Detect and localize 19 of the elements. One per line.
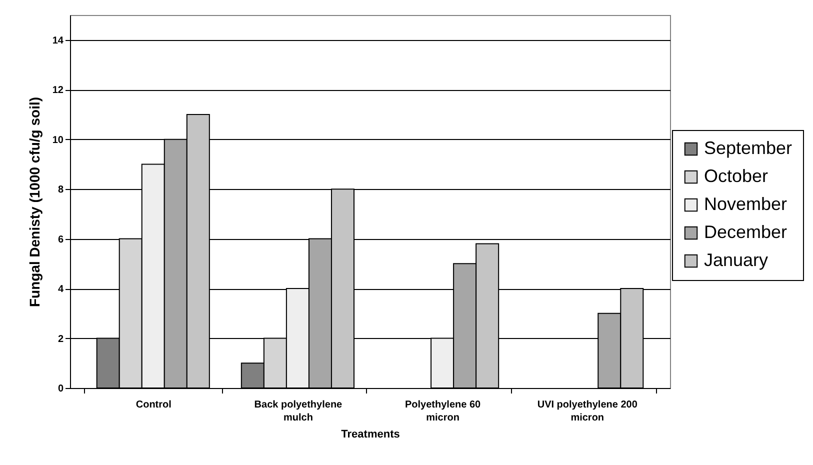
y-tick-label: 8 bbox=[58, 184, 64, 196]
y-tick-label: 10 bbox=[52, 134, 64, 146]
legend-label: January bbox=[704, 250, 768, 270]
x-tick-label: UVI polyethylene 200 micron bbox=[537, 400, 638, 424]
x-tick-label: Back polyethylene mulch bbox=[254, 400, 343, 424]
legend-label: September bbox=[704, 138, 792, 158]
x-axis-title: Treatments bbox=[341, 428, 400, 440]
y-axis-title: Fungal Denisty (1000 cfu/g soil) bbox=[26, 96, 42, 308]
y-tick-label: 0 bbox=[58, 384, 64, 394]
y-tick-label: 6 bbox=[58, 234, 64, 246]
legend-label: October bbox=[704, 166, 768, 186]
x-tick-label: Control bbox=[136, 400, 172, 410]
y-tick-label: 4 bbox=[58, 284, 64, 296]
y-tick-label: 14 bbox=[52, 35, 64, 46]
x-tick-label: Polyethylene 60 micron bbox=[404, 400, 482, 424]
y-tick-label: 2 bbox=[58, 334, 64, 345]
legend-label: December bbox=[704, 222, 788, 242]
legend-label: November bbox=[704, 194, 788, 214]
y-tick-label: 12 bbox=[52, 85, 64, 96]
